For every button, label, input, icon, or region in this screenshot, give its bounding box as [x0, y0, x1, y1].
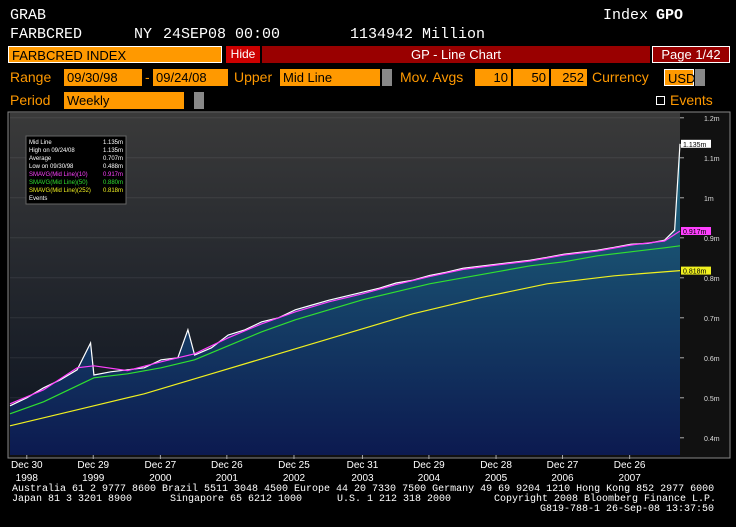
y-tick-label: 1.1m — [704, 156, 720, 163]
range-label: Range — [10, 69, 52, 85]
y-tick-label: 0.9m — [704, 236, 720, 243]
x-tick-year: 1998 — [16, 473, 39, 484]
x-tick-year: 2001 — [216, 473, 239, 484]
legend-label: SMAVG(Mid Line)(252) — [29, 188, 91, 194]
legend-value: 0.917m — [103, 172, 123, 178]
currency-label: Currency — [592, 69, 649, 85]
y-tick-label: 1m — [704, 196, 714, 203]
date: 24SEP08 00:00 — [163, 26, 281, 43]
x-tick-label: Dec 26 — [614, 460, 646, 471]
mov-avg-field[interactable]: 50 — [513, 69, 549, 86]
mov-avg-field[interactable]: 252 — [551, 69, 587, 86]
period-select[interactable]: Weekly — [64, 92, 184, 109]
legend-value: 1.135m — [103, 148, 123, 154]
legend-value: 1.135m — [103, 140, 123, 146]
footer-contacts: Australia 61 2 9777 8600 Brazil 5511 304… — [12, 484, 715, 495]
range-dash: - — [145, 69, 150, 85]
upper-select[interactable]: Mid Line — [280, 69, 380, 86]
x-tick-year: 2004 — [418, 473, 441, 484]
x-tick-label: Dec 30 — [11, 460, 43, 471]
y-tick-label: 1.2m — [704, 116, 720, 123]
axis-tag — [681, 139, 711, 148]
dropdown-arrow[interactable] — [695, 69, 705, 86]
legend-value: 0.818m — [103, 188, 123, 194]
market: NY — [134, 26, 153, 43]
toolbar-title: GP - Line Chart — [262, 46, 650, 63]
currency-field[interactable]: USD — [664, 69, 695, 86]
period-label: Period — [10, 92, 51, 108]
x-tick-label: Dec 26 — [211, 460, 243, 471]
x-tick-year: 2007 — [619, 473, 642, 484]
axis-tag-label: 0.917m — [683, 229, 707, 236]
x-tick-label: Dec 28 — [480, 460, 512, 471]
x-tick-year: 2003 — [351, 473, 374, 484]
legend-box — [25, 135, 127, 205]
y-tick-label: 0.6m — [704, 356, 720, 363]
dropdown-arrow[interactable] — [194, 92, 204, 109]
series-line — [9, 245, 681, 415]
upper-label: Upper — [234, 69, 273, 85]
axis-tag — [681, 227, 711, 235]
dropdown-arrow[interactable] — [382, 69, 392, 86]
axis-tag — [681, 266, 711, 275]
x-tick-year: 1999 — [82, 473, 105, 484]
index-label: Index — [603, 7, 649, 24]
x-tick-year: 2005 — [485, 473, 508, 484]
legend-label: SMAVG(Mid Line)(50) — [29, 180, 88, 186]
series-line — [9, 270, 681, 427]
events-label[interactable]: Events — [670, 92, 713, 108]
events-checkbox[interactable] — [656, 96, 665, 105]
legend-label: Mid Line — [29, 140, 52, 146]
x-tick-label: Dec 29 — [77, 460, 109, 471]
x-tick-label: Dec 25 — [278, 460, 310, 471]
start-date[interactable]: 09/30/98 — [64, 69, 142, 86]
legend-label: Average — [29, 156, 52, 162]
footer-singapore: Singapore 65 6212 1000 — [170, 494, 303, 505]
x-tick-label: Dec 29 — [413, 460, 445, 471]
x-tick-label: Dec 27 — [145, 460, 177, 471]
legend-value: 0.880m — [103, 180, 123, 186]
legend-label: Events — [29, 196, 47, 202]
footer-stamp: G819-788-1 26-Sep-08 13:37:50 — [540, 504, 715, 515]
series-line — [9, 230, 681, 405]
mov-avg-field[interactable]: 10 — [475, 69, 511, 86]
hide-button[interactable]: Hide — [226, 46, 260, 63]
mov-avgs-label: Mov. Avgs — [400, 69, 464, 85]
axis-tag-label: 0.818m — [683, 269, 707, 276]
footer-us: U.S. 1 212 318 2000 — [337, 494, 452, 505]
legend-value: 0.707m — [103, 156, 123, 162]
y-tick-label: 0.5m — [704, 396, 720, 403]
legend-label: High on 09/24/08 — [29, 148, 75, 154]
function: GRAB — [10, 7, 47, 24]
y-tick-label: 0.7m — [704, 316, 720, 323]
legend-value: 0.488m — [103, 164, 123, 170]
y-tick-label: 0.8m — [704, 276, 720, 283]
x-tick-label: Dec 31 — [347, 460, 379, 471]
area — [10, 143, 680, 456]
x-tick-year: 2006 — [551, 473, 574, 484]
y-tick-label: 0.4m — [704, 436, 720, 443]
index-name: GPO — [656, 7, 684, 24]
x-tick-label: Dec 27 — [547, 460, 579, 471]
security-field[interactable]: FARBCRED INDEX — [8, 46, 222, 63]
ticker: FARBCRED — [10, 26, 83, 43]
x-tick-year: 2002 — [283, 473, 306, 484]
x-tick-year: 2000 — [149, 473, 172, 484]
end-date[interactable]: 09/24/08 — [153, 69, 228, 86]
axis-tag-label: 1.135m — [683, 142, 707, 149]
footer-japan: Japan 81 3 3201 8900 — [12, 494, 133, 505]
page-indicator[interactable]: Page 1/42 — [652, 46, 730, 63]
legend-label: Low on 09/30/98 — [29, 164, 74, 170]
legend-label: SMAVG(Mid Line)(10) — [29, 172, 88, 178]
series-line — [9, 143, 681, 407]
last-value: 1134942 Million — [350, 26, 486, 43]
footer-copyright: Copyright 2008 Bloomberg Finance L.P. — [494, 494, 717, 505]
